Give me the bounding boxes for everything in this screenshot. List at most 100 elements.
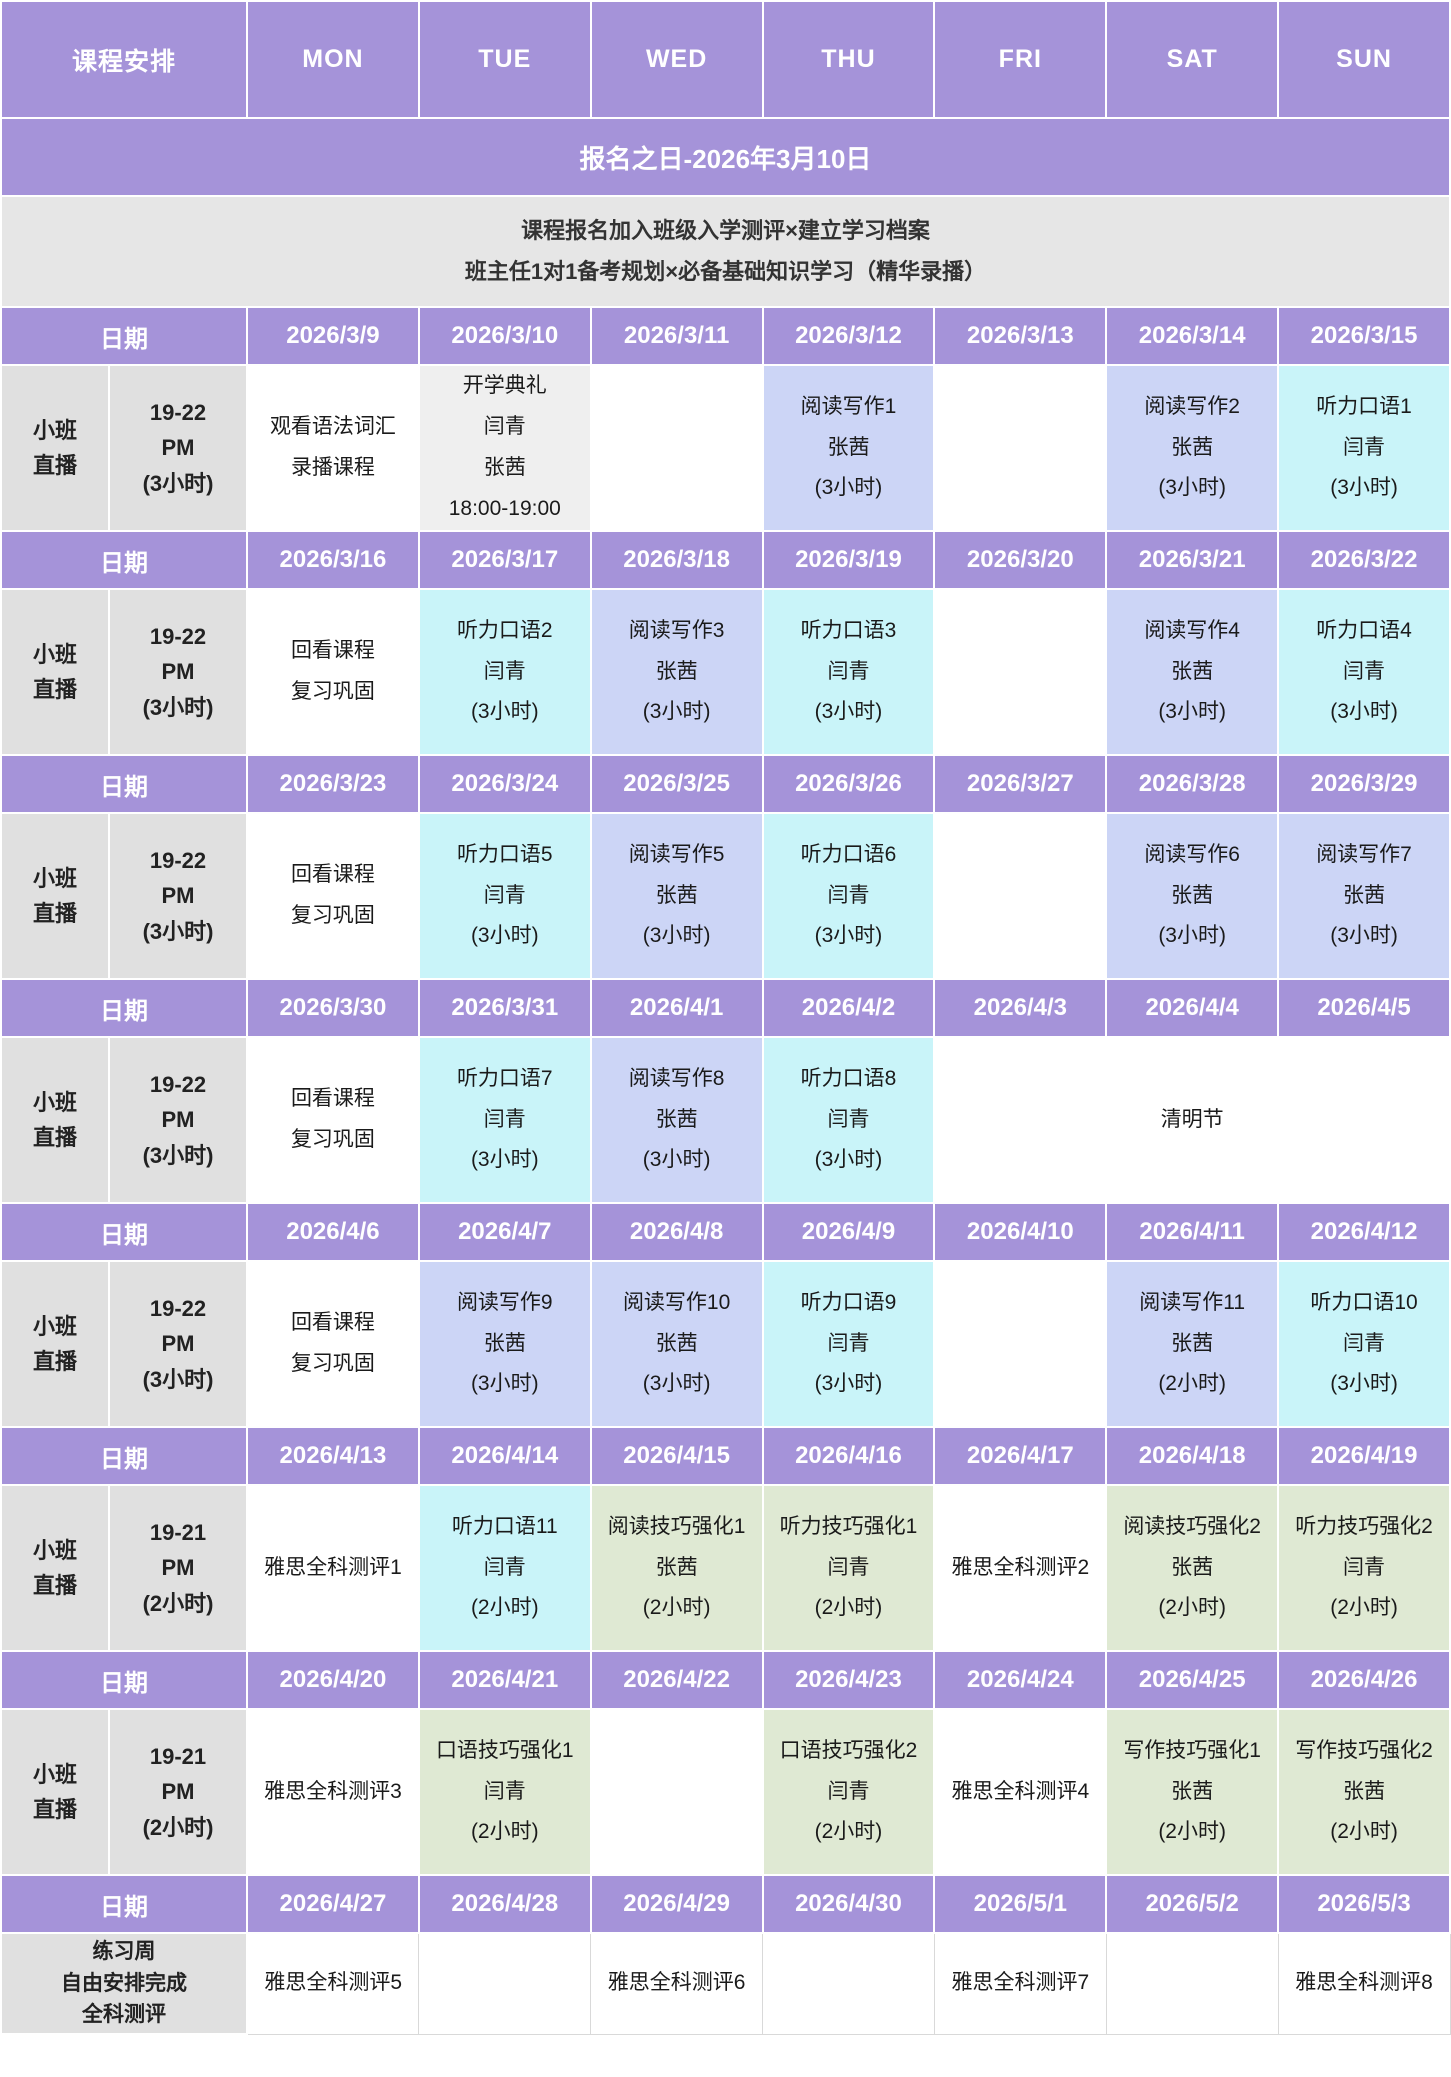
date-row-label: 日期 (0, 1426, 249, 1486)
course-cell: 阅读写作7 张茜 (3小时) (1277, 812, 1451, 980)
course-cell: 阅读技巧强化1 张茜 (2小时) (589, 1484, 764, 1652)
text-line: 雅思全科测评7 (951, 1971, 1090, 1995)
intro-line-1: 课程报名加入班级入学测评×建立学习档案 (521, 217, 930, 243)
course-cell: 听力口语9 闫青 (3小时) (761, 1260, 936, 1428)
text-line: 听力口语1 (1316, 394, 1412, 418)
text-line: 阅读写作2 (1144, 394, 1240, 418)
text-line: (3小时) (642, 1372, 711, 1396)
text-line: 练习周 (92, 1940, 156, 1964)
text-line: 口语技巧强化1 (435, 1738, 574, 1762)
course-cell: 听力技巧强化2 闫青 (2小时) (1277, 1484, 1451, 1652)
text-line: (3小时) (142, 918, 214, 944)
date-cell: 2026/4/6 (246, 1202, 420, 1262)
empty-cell (418, 1932, 592, 2035)
text-line: 直播 (32, 1349, 77, 1374)
text-line: 雅思全科测评4 (951, 1779, 1090, 1803)
text-line: 闫青 (827, 1331, 870, 1355)
text-line: 19-22 (149, 400, 207, 426)
date-cell: 2026/4/26 (1277, 1650, 1451, 1710)
date-row-label: 日期 (0, 978, 249, 1038)
course-cell: 阅读写作11 张茜 (2小时) (1105, 1260, 1280, 1428)
text-line: (3小时) (642, 700, 711, 724)
date-cell: 2026/3/22 (1277, 530, 1451, 590)
text-line: 小班 (32, 1313, 77, 1339)
date-row-label: 日期 (0, 306, 249, 366)
course-cell: 听力口语4 闫青 (3小时) (1277, 588, 1451, 756)
text-line: 直播 (32, 1573, 77, 1598)
text-line: 阅读写作10 (622, 1290, 731, 1314)
text-line: (3小时) (142, 1366, 214, 1392)
text-line: 阅读写作4 (1144, 618, 1240, 642)
text-line: 回看课程 (290, 1311, 375, 1335)
course-cell: 写作技巧强化2 张茜 (2小时) (1277, 1708, 1451, 1876)
course-week-row: 小班 直播 19-22 PM (3小时) 回看课程 复习巩固 阅读写作9 张茜 (3小时) 阅读写作… (0, 1260, 1451, 1428)
date-cell: 2026/4/13 (246, 1426, 420, 1486)
date-cell: 2026/3/9 (246, 306, 420, 366)
date-cell: 2026/4/10 (933, 1202, 1108, 1262)
text-line: (2小时) (1158, 1372, 1226, 1396)
date-cell: 2026/3/25 (589, 754, 764, 814)
text-line: (3小时) (814, 924, 883, 948)
date-cell: 2026/4/27 (246, 1874, 420, 1934)
text-line: 张茜 (655, 659, 698, 683)
text-line: 小班 (32, 865, 77, 891)
text-line: (3小时) (142, 470, 214, 496)
course-week-row: 小班 直播 19-22 PM (3小时) 回看课程 复习巩固 听力口语5 闫青 (3小时) 阅读写作… (0, 812, 1451, 980)
course-week-row: 小班 直播 19-21 PM (2小时) 雅思全科测评1 听力口语11 闫青 (2小时) 阅读技巧… (0, 1484, 1451, 1652)
course-cell: 阅读写作2 张茜 (3小时) (1105, 364, 1280, 532)
text-line: 复习巩固 (290, 904, 375, 927)
class-type-label: 小班 直播 (0, 1484, 110, 1652)
text-line: 19-21 (149, 1744, 207, 1770)
class-type-label: 小班 直播 (0, 364, 110, 532)
text-line: 张茜 (1171, 1555, 1214, 1579)
text-line: (2小时) (1158, 1596, 1226, 1620)
text-line: 闫青 (483, 1555, 526, 1579)
text-line: 写作技巧强化2 (1295, 1738, 1433, 1762)
date-row: 日期 2026/4/6 2026/4/7 2026/4/8 2026/4/9 2026/4… (0, 1202, 1451, 1262)
course-cell: 观看语法词汇 录播课程 (246, 364, 420, 532)
date-cell: 2026/4/16 (761, 1426, 936, 1486)
text-line: 张茜 (1171, 1779, 1214, 1803)
class-time-label: 19-22 PM (3小时) (107, 588, 249, 756)
text-line: 口语技巧强化2 (779, 1738, 918, 1762)
text-line: 闫青 (827, 1779, 870, 1803)
date-cell: 2026/4/12 (1277, 1202, 1451, 1262)
date-cell: 2026/4/11 (1105, 1202, 1280, 1262)
date-cell: 2026/5/1 (933, 1874, 1108, 1934)
text-line: PM (161, 883, 195, 909)
text-line: 听力口语8 (800, 1066, 897, 1090)
course-cell: 回看课程 复习巩固 (246, 1260, 420, 1428)
course-cell: 清明节 (933, 1036, 1451, 1204)
class-time-label: 19-22 PM (3小时) (107, 812, 249, 980)
text-line: 直播 (32, 453, 77, 478)
course-cell: 回看课程 复习巩固 (246, 588, 420, 756)
text-line: (3小时) (1330, 476, 1398, 500)
text-line: 闫青 (1343, 1555, 1386, 1579)
course-cell: 阅读写作10 张茜 (3小时) (589, 1260, 764, 1428)
date-cell: 2026/4/22 (589, 1650, 764, 1710)
date-row: 日期 2026/3/9 2026/3/10 2026/3/11 2026/3/12 202… (0, 306, 1451, 366)
text-line: 闫青 (483, 659, 526, 683)
empty-cell (762, 1932, 935, 2035)
text-line: 听力口语3 (800, 618, 897, 642)
course-cell: 雅思全科测评3 (246, 1708, 420, 1876)
text-line: 张茜 (1171, 1331, 1214, 1355)
text-line: 听力口语6 (800, 842, 897, 866)
course-cell: 雅思全科测评2 (933, 1484, 1108, 1652)
course-week-row: 小班 直播 19-22 PM (3小时) 观看语法词汇 录播课程 开学典礼 闫青 张茜 18:00-… (0, 364, 1451, 532)
date-row-label: 日期 (0, 1650, 249, 1710)
text-line: 听力口语5 (456, 842, 553, 866)
text-line: 雅思全科测评5 (264, 1971, 403, 1995)
date-cell: 2026/3/17 (417, 530, 592, 590)
course-week-row: 小班 直播 19-21 PM (2小时) 雅思全科测评3 口语技巧强化1 闫青 (2小时) 口语技… (0, 1708, 1451, 1876)
date-cell: 2026/4/20 (246, 1650, 420, 1710)
class-time-label: 19-22 PM (3小时) (107, 364, 249, 532)
text-line: (2小时) (470, 1596, 539, 1620)
text-line: (3小时) (642, 1148, 711, 1172)
text-line: 张茜 (483, 1331, 526, 1355)
date-cell: 2026/3/30 (246, 978, 420, 1038)
class-type-label: 小班 直播 (0, 588, 110, 756)
class-time-label: 19-21 PM (2小时) (107, 1484, 249, 1652)
text-line: (3小时) (814, 476, 883, 500)
text-line: 闫青 (483, 415, 526, 439)
